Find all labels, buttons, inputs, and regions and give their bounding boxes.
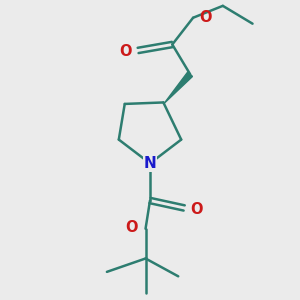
Text: N: N [144,156,156,171]
Text: O: O [119,44,132,59]
Text: O: O [191,202,203,217]
Polygon shape [164,72,193,103]
Text: O: O [200,10,212,25]
Text: O: O [126,220,138,235]
